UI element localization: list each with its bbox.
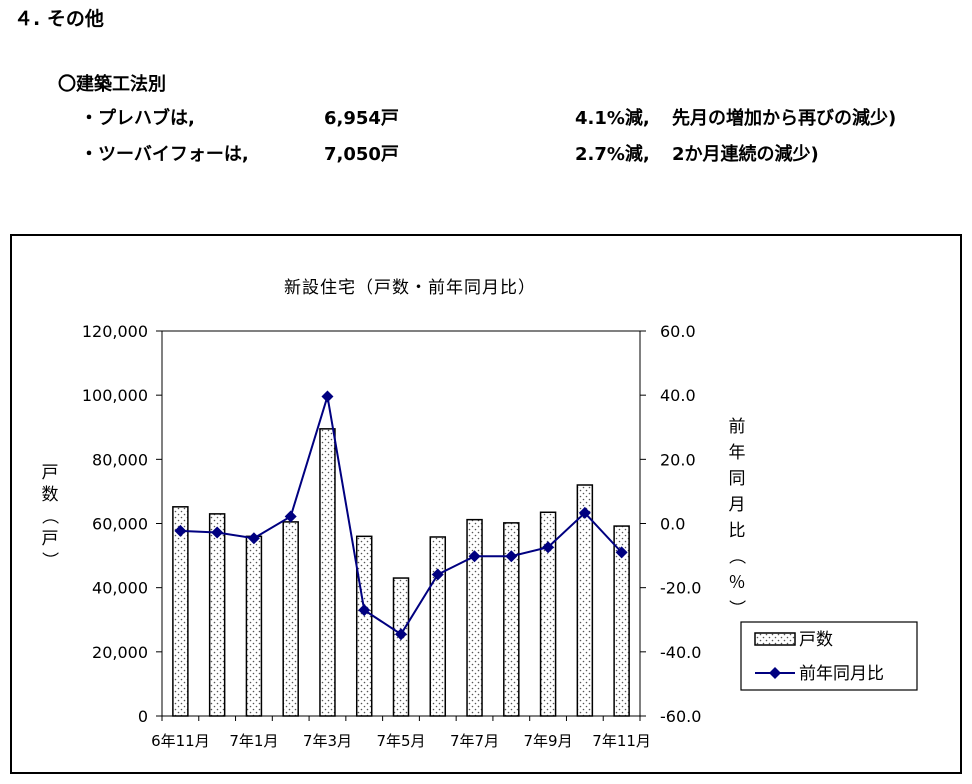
- bar: [208, 513, 226, 717]
- legend-bar-swatch: [754, 632, 796, 646]
- yoy-point: [505, 550, 518, 563]
- right-axis-label-char: ）: [726, 600, 746, 617]
- x-axis-tick-label: 6年11月: [151, 732, 210, 750]
- right-axis-tick-label: 40.0: [660, 386, 696, 405]
- yoy-point: [321, 390, 334, 403]
- x-axis-tick-label: 7年3月: [303, 732, 352, 750]
- bar: [613, 525, 630, 717]
- right-axis-tick-label: 0.0: [660, 515, 685, 534]
- twobyfour-note: 2か月連続の減少): [672, 144, 819, 165]
- yoy-point: [174, 524, 187, 537]
- prefab-label: ・プレハブは,: [80, 108, 195, 129]
- bar: [539, 511, 557, 717]
- left-axis-label-char: 戸: [42, 529, 59, 549]
- plot-area: 0 20,000 40,000 60,000 80,000 100,000 120,000 -…: [39, 322, 918, 750]
- left-axis-tick-label: 80,000: [92, 450, 148, 469]
- right-axis-tick-label: -40.0: [660, 643, 701, 662]
- yoy-point: [247, 532, 260, 545]
- right-axis-label-char: 比: [729, 521, 746, 541]
- left-axis-label-char: 戸: [42, 463, 59, 483]
- left-axis-tick-label: 100,000: [82, 386, 148, 405]
- right-axis-label-char: 前: [729, 417, 746, 437]
- bar: [172, 506, 189, 717]
- yoy-point: [578, 506, 591, 519]
- bar: [355, 535, 373, 717]
- twobyfour-rate: 2.7%減,: [575, 144, 650, 165]
- bar: [429, 536, 447, 717]
- left-axis-tick-label: 60,000: [92, 515, 148, 534]
- bar: [503, 522, 520, 717]
- left-axis-label-char: 数: [42, 485, 59, 505]
- chart-frame: [10, 234, 962, 774]
- right-axis-label-char: 月: [729, 495, 746, 515]
- legend-box: [740, 621, 918, 691]
- right-axis-tick-label: 60.0: [660, 322, 696, 341]
- bar: [319, 428, 336, 717]
- bar: [282, 521, 299, 717]
- x-axis-tick-label: 7年1月: [229, 732, 278, 750]
- prefab-rate: 4.1%減,: [575, 108, 650, 129]
- chart-title: 新設住宅（戸数・前年同月比）: [284, 278, 536, 298]
- x-axis-tick-label: 7年9月: [524, 732, 573, 750]
- legend-line-marker: [769, 667, 781, 679]
- right-axis-label-char: 同: [729, 469, 746, 489]
- left-axis-tick-label: 120,000: [82, 322, 148, 341]
- subsection-title: 〇建築工法別: [58, 74, 166, 95]
- right-axis-label-char: （: [726, 548, 746, 565]
- legend-label-yoy: 前年同月比: [799, 664, 884, 684]
- bar: [245, 535, 263, 717]
- x-axis-tick-label: 7年7月: [450, 732, 499, 750]
- prefab-count: 6,954戸: [324, 108, 399, 129]
- prefab-note: 先月の増加から再びの減少): [672, 108, 897, 129]
- yoy-point: [431, 568, 444, 581]
- bar: [576, 484, 594, 717]
- x-axis-tick-label: 7年11月: [592, 732, 651, 750]
- left-axis-tick-label: 40,000: [92, 579, 148, 598]
- bar: [392, 577, 410, 717]
- left-axis-tick-label: 20,000: [92, 643, 148, 662]
- right-axis-tick-label: -20.0: [660, 579, 701, 598]
- yoy-point: [395, 628, 407, 641]
- x-axis-tick-label: 7年5月: [376, 732, 425, 750]
- yoy-point: [615, 546, 628, 559]
- section-title: ４. その他: [14, 8, 104, 30]
- right-axis-tick-label: 20.0: [660, 450, 696, 469]
- twobyfour-count: 7,050戸: [324, 144, 399, 165]
- yoy-point: [211, 526, 224, 539]
- yoy-point: [542, 541, 555, 554]
- left-axis-tick-label: 0: [138, 707, 148, 726]
- left-axis-label-char: ）: [39, 552, 59, 569]
- twobyfour-label: ・ツーバイフォーは,: [80, 144, 249, 165]
- yoy-point: [358, 604, 371, 617]
- yoy-point: [468, 550, 481, 563]
- right-axis-label-char: ％: [729, 573, 746, 593]
- bar: [466, 518, 483, 717]
- yoy-point: [284, 510, 297, 523]
- legend-label-count: 戸数: [799, 630, 833, 650]
- right-axis-label-char: 年: [729, 443, 746, 463]
- left-axis-label-char: （: [39, 508, 59, 525]
- right-axis-tick-label: -60.0: [660, 707, 701, 726]
